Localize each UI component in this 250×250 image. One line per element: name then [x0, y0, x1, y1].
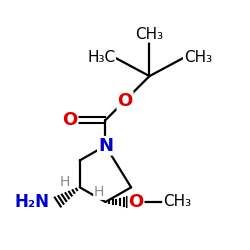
Text: H: H: [60, 176, 70, 190]
Text: O: O: [128, 193, 144, 211]
Text: H: H: [60, 176, 70, 190]
Text: CH₃: CH₃: [184, 50, 212, 65]
Text: N: N: [98, 137, 113, 155]
Text: H₂N: H₂N: [14, 193, 49, 211]
Text: H: H: [94, 185, 104, 199]
Text: O: O: [118, 92, 132, 110]
Text: CH₃: CH₃: [163, 194, 191, 210]
Text: CH₃: CH₃: [136, 27, 164, 42]
Text: N: N: [98, 137, 113, 155]
Text: CH₃: CH₃: [163, 194, 191, 210]
Text: H: H: [94, 185, 104, 199]
Text: CH₃: CH₃: [136, 27, 164, 42]
Text: O: O: [62, 111, 78, 129]
Text: H₃C: H₃C: [87, 50, 115, 65]
Text: H₂N: H₂N: [14, 193, 49, 211]
Text: O: O: [128, 193, 144, 211]
Text: O: O: [118, 92, 132, 110]
Text: H₃C: H₃C: [87, 50, 115, 65]
Text: O: O: [62, 111, 78, 129]
Text: CH₃: CH₃: [184, 50, 212, 65]
